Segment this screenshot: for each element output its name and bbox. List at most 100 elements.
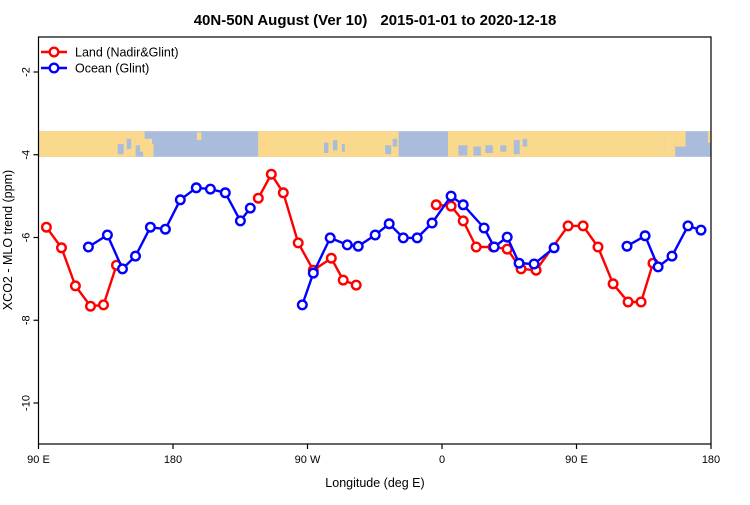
data-point-marker [82, 241, 94, 253]
series-ocean [82, 182, 707, 311]
data-point-marker [277, 187, 289, 199]
data-point-marker [296, 299, 308, 311]
map-band-lake [513, 140, 520, 155]
y-tick-label: -4 [21, 150, 33, 160]
data-point-marker [457, 199, 469, 211]
data-point-marker [219, 187, 231, 199]
map-band-land [135, 131, 145, 146]
data-point-marker [622, 296, 634, 308]
map-band-lake [323, 142, 329, 153]
data-point-marker [528, 258, 540, 270]
data-point-marker [639, 230, 651, 242]
data-point-marker [307, 267, 319, 279]
data-point-marker [204, 183, 216, 195]
series-line [626, 224, 702, 269]
legend-label-ocean: Ocean (Glint) [75, 62, 149, 76]
latitude-map-band [38, 131, 711, 157]
data-point-marker [350, 279, 362, 291]
data-point-marker [652, 261, 664, 273]
map-band-lake [126, 138, 132, 150]
map-band-lake [332, 140, 338, 151]
data-point-marker [411, 232, 423, 244]
data-point-marker [383, 218, 395, 230]
data-point-marker [159, 223, 171, 235]
x-axis-title: Longitude (deg E) [325, 476, 424, 490]
data-point-marker [513, 257, 525, 269]
map-band-land [708, 131, 711, 143]
legend-item-ocean: Ocean (Glint) [41, 62, 149, 76]
data-point-marker [337, 274, 349, 286]
y-axis-title: XCO2 - MLO trend (ppm) [1, 170, 15, 310]
map-band-lake [485, 145, 493, 153]
data-point-marker [234, 215, 246, 227]
data-point-marker [97, 299, 109, 311]
y-tick-label: -6 [21, 233, 33, 243]
series-line [257, 172, 357, 287]
map-band-land [675, 131, 686, 147]
data-point-marker [562, 220, 574, 232]
data-point-marker [341, 239, 353, 251]
data-point-marker [445, 200, 457, 212]
data-point-marker [244, 202, 256, 214]
data-point-marker [369, 229, 381, 241]
data-point-marker [397, 232, 409, 244]
map-band-lake [522, 138, 528, 147]
legend-marker-land [48, 46, 60, 58]
data-point-marker [470, 241, 482, 253]
data-point-marker [174, 194, 186, 206]
x-axis: 90 E 180 90 W 0 90 E 180 [27, 444, 720, 466]
series-line [436, 203, 655, 304]
data-point-marker [445, 190, 457, 202]
legend-item-land: Land (Nadir&Glint) [41, 46, 179, 60]
map-band-lake [458, 145, 468, 156]
x-tick-label: 90 W [295, 454, 321, 466]
data-point-marker [325, 252, 337, 264]
data-point-marker [682, 220, 694, 232]
y-tick-label: -10 [21, 395, 33, 411]
series-line [301, 194, 555, 306]
map-band-lake [473, 146, 481, 156]
x-tick-label: 180 [164, 454, 182, 466]
data-point-marker [101, 229, 113, 241]
data-point-marker [190, 182, 202, 194]
data-point-marker [252, 192, 264, 204]
data-point-marker [577, 220, 589, 232]
data-point-marker [292, 237, 304, 249]
data-point-marker [84, 300, 96, 312]
x-tick-label: 90 E [565, 454, 588, 466]
data-point-marker [457, 215, 469, 227]
data-point-marker [548, 242, 560, 254]
map-band-lake [341, 143, 345, 152]
legend-marker-ocean [48, 62, 60, 74]
x-tick-label: 0 [439, 454, 445, 466]
data-point-marker [324, 232, 336, 244]
map-band-lake [500, 145, 507, 152]
data-point-marker [426, 217, 438, 229]
data-point-marker [144, 221, 156, 233]
legend-label-land: Land (Nadir&Glint) [75, 46, 179, 60]
data-point-marker [116, 263, 128, 275]
x-tick-label: 180 [702, 454, 720, 466]
map-band-lake [392, 138, 398, 147]
data-point-marker [488, 241, 500, 253]
data-point-marker [501, 231, 513, 243]
map-band-land [143, 143, 154, 157]
data-series [40, 168, 707, 312]
x-tick-label: 90 E [27, 454, 50, 466]
y-axis: -2 -4 -6 -8 -10 [21, 67, 39, 411]
legend: Land (Nadir&Glint) Ocean (Glint) [41, 46, 179, 76]
data-point-marker [69, 280, 81, 292]
map-band-land [447, 131, 665, 157]
plot-border [37, 36, 712, 445]
data-point-marker [621, 240, 633, 252]
y-tick-label: -2 [21, 67, 33, 77]
chart-title: 40N-50N August (Ver 10) 2015-01-01 to 202… [194, 12, 557, 29]
map-band-lake [117, 143, 124, 155]
data-point-marker [352, 240, 364, 252]
map-band-land [664, 131, 676, 157]
data-point-marker [592, 241, 604, 253]
y-tick-label: -8 [21, 315, 33, 325]
data-point-marker [478, 222, 490, 234]
